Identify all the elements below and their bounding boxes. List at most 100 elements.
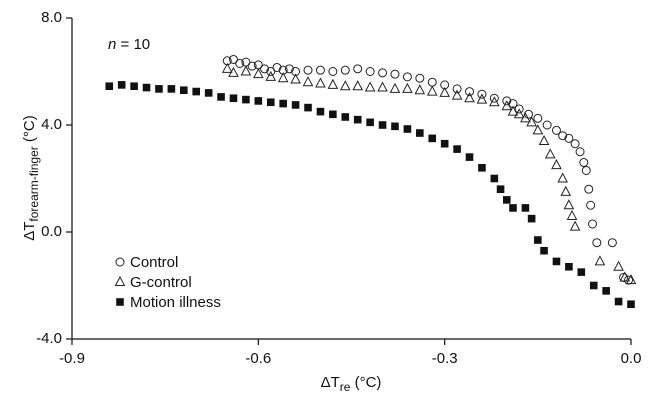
marker-triangle (253, 68, 264, 79)
marker-triangle (551, 159, 562, 170)
marker-square (142, 83, 151, 92)
marker-triangle (426, 85, 438, 96)
marker-circle (564, 133, 574, 143)
x-tick-label: -0.9 (59, 350, 85, 367)
marker-square (589, 281, 598, 290)
x-axis-label: ΔTre (°C) (321, 374, 382, 394)
marker-circle (247, 61, 257, 71)
marker-square (540, 246, 548, 255)
marker-triangle (507, 105, 519, 116)
marker-circle (272, 62, 282, 72)
marker-square (490, 174, 499, 183)
x-tick-label: 0.0 (621, 350, 642, 367)
marker-square (534, 236, 542, 244)
marker-triangle (265, 70, 277, 81)
marker-circle (477, 89, 487, 99)
y-tick-label: 8.0 (41, 9, 62, 26)
legend-label: Control (130, 254, 178, 271)
marker-square (316, 107, 325, 116)
marker-triangle (526, 116, 537, 127)
marker-square (291, 101, 300, 109)
marker-square (155, 85, 163, 93)
x-label-unit: (°C) (350, 374, 381, 391)
marker-square (366, 118, 374, 127)
marker-square (304, 103, 312, 112)
marker-triangle (339, 80, 351, 91)
marker-square (509, 204, 517, 212)
marker-square (403, 125, 412, 133)
marker-square (428, 134, 437, 143)
marker-triangle (290, 73, 301, 84)
marker-square (217, 93, 225, 101)
marker-circle (365, 67, 375, 76)
marker-square (465, 153, 474, 161)
marker-circle (584, 184, 594, 194)
marker-triangle (389, 82, 401, 93)
marker-square (502, 196, 511, 204)
marker-circle (452, 84, 462, 94)
marker-square (192, 87, 201, 96)
marker-circle (315, 65, 325, 75)
marker-triangle (451, 89, 463, 100)
marker-triangle (327, 78, 339, 89)
marker-triangle (594, 255, 606, 266)
annotation: n = 10 (108, 36, 150, 53)
annotation-n: n (108, 36, 116, 53)
marker-circle (542, 120, 552, 130)
marker-triangle (557, 172, 569, 183)
marker-square (180, 86, 188, 95)
marker-square (105, 82, 114, 91)
marker-circle (575, 147, 585, 157)
marker-square (521, 204, 530, 212)
legend-label: Motion illness (130, 294, 221, 311)
marker-triangle (377, 81, 388, 92)
marker-circle (284, 64, 294, 74)
marker-square (116, 298, 124, 306)
marker-square (254, 97, 263, 105)
marker-square (341, 113, 350, 121)
marker-square (204, 89, 213, 97)
marker-circle (570, 139, 580, 149)
marker-circle (115, 257, 125, 267)
marker-square (279, 99, 287, 108)
marker-circle (533, 113, 543, 123)
marker-square (440, 139, 449, 148)
marker-circle (427, 77, 437, 87)
marker-square (614, 297, 623, 306)
marker-circle (465, 87, 475, 97)
marker-triangle (228, 66, 239, 77)
y-tick-label: 4.0 (41, 116, 62, 133)
marker-square (577, 268, 586, 276)
marker-circle (607, 238, 617, 248)
marker-circle (228, 54, 238, 64)
marker-triangle (315, 77, 326, 88)
marker-circle (235, 58, 245, 68)
marker-triangle (544, 148, 556, 159)
marker-circle (489, 93, 499, 103)
marker-circle (353, 64, 363, 74)
marker-triangle (439, 86, 450, 97)
marker-circle (378, 68, 388, 78)
marker-circle (303, 65, 313, 75)
marker-square (552, 257, 561, 266)
marker-square (416, 129, 424, 137)
marker-triangle (613, 260, 624, 271)
marker-triangle (364, 81, 376, 92)
y-label-unit: (°C) (21, 115, 38, 146)
marker-triangle (277, 72, 289, 83)
annotation-value: = 10 (116, 36, 150, 53)
marker-square (602, 287, 610, 295)
marker-circle (328, 67, 338, 76)
marker-triangle (538, 134, 550, 146)
legend-label: G-control (130, 274, 192, 291)
marker-square (266, 98, 275, 107)
marker-triangle (563, 199, 575, 210)
marker-square (130, 82, 138, 91)
marker-circle (586, 200, 596, 210)
marker-circle (402, 72, 412, 82)
marker-circle (551, 125, 561, 135)
marker-circle (502, 96, 512, 106)
marker-triangle (532, 124, 544, 135)
